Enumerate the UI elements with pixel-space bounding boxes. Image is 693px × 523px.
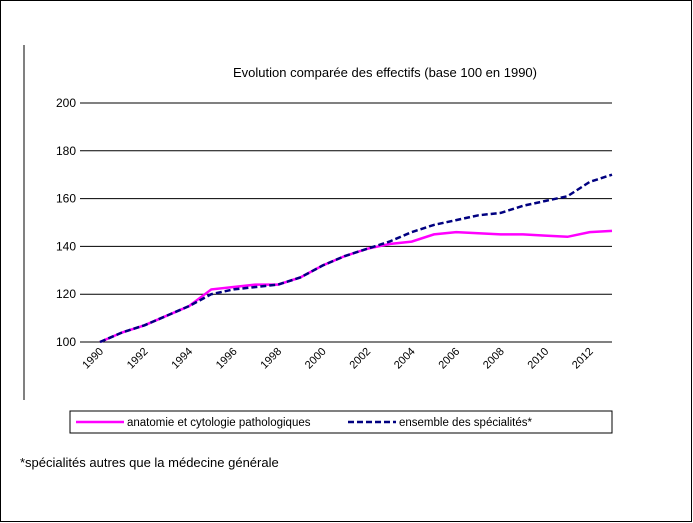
x-tick-label: 1992 (125, 346, 151, 372)
y-tick-label: 120 (56, 287, 76, 301)
series-line (99, 173, 613, 344)
x-tick-label: 2002 (347, 346, 373, 372)
x-tick-label: 1990 (80, 346, 106, 372)
x-tick-label: 1998 (258, 346, 284, 372)
y-tick-label: 180 (56, 144, 76, 158)
series-line (99, 229, 613, 344)
legend (69, 410, 613, 434)
legend-label: anatomie et cytologie pathologiques (127, 417, 311, 429)
x-tick-label: 1996 (214, 346, 240, 372)
chart-title: Evolution comparée des effectifs (base 1… (233, 65, 537, 80)
y-tick-label: 140 (56, 239, 76, 253)
y-tick-label: 160 (56, 192, 76, 206)
x-tick-label: 2008 (481, 346, 507, 372)
footnote: *spécialités autres que la médecine géné… (20, 455, 279, 470)
legend-label: ensemble des spécialités* (399, 417, 532, 429)
y-tick-label: 200 (56, 96, 76, 110)
x-tick-label: 2012 (570, 346, 596, 372)
y-tick-label: 100 (56, 335, 76, 349)
x-tick-label: 2010 (526, 346, 552, 372)
x-tick-label: 1994 (169, 346, 195, 372)
x-tick-label: 2000 (303, 346, 329, 372)
x-tick-label: 2006 (436, 346, 462, 372)
x-tick-label: 2004 (392, 346, 418, 372)
